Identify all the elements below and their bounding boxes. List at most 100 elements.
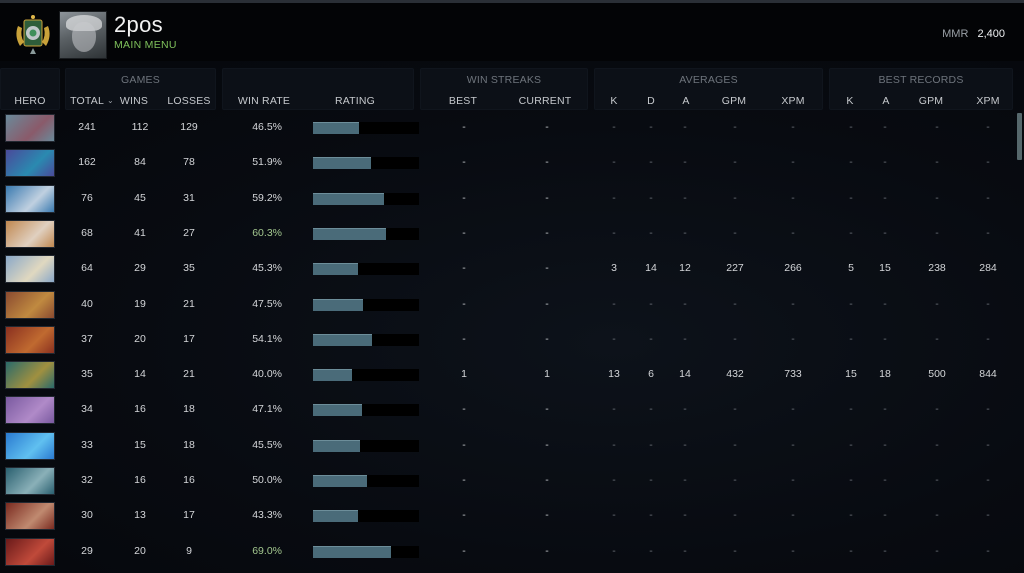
player-name: 2pos: [114, 12, 163, 37]
cell-avg-deaths: 14: [645, 262, 657, 275]
cell-losses: 21: [183, 368, 195, 381]
table-row[interactable]: 37 20 17 - - - - - - - - - - - 54.1%: [0, 324, 1015, 356]
cell-best-assists: -: [883, 121, 887, 133]
rating-bar-fill: [313, 227, 387, 240]
cell-best-assists: -: [883, 332, 887, 345]
col-rating[interactable]: RATING: [334, 95, 376, 107]
rating-bar: [313, 510, 419, 523]
hero-portrait-bane[interactable]: [5, 396, 55, 425]
hero-portrait-riki[interactable]: [5, 149, 55, 178]
win-streaks-group-title: WIN STREAKS: [466, 74, 542, 86]
cell-wins: 112: [131, 121, 149, 133]
hero-header-group: [0, 68, 60, 110]
table-row[interactable]: 30 13 17 - - - - - - - - - - - 43.3%: [0, 500, 1015, 532]
rating-bar: [313, 227, 419, 240]
rating-bar-fill: [313, 404, 362, 417]
cell-avg-kills: -: [612, 297, 616, 310]
cell-best-xpm: -: [986, 297, 990, 310]
table-row[interactable]: 33 15 18 - - - - - - - - - - - 45.5%: [0, 430, 1015, 462]
cell-best-assists: -: [883, 403, 887, 416]
cell-avg-deaths: -: [649, 191, 653, 204]
cell-win-rate: 51.9%: [252, 156, 282, 169]
cell-win-rate: 54.1%: [252, 332, 282, 345]
table-row[interactable]: 35 14 21 1 1 13 6 14 432 733 15 18 500 844 40.0%: [0, 359, 1015, 391]
hero-portrait-omniknight[interactable]: [5, 219, 55, 248]
player-avatar[interactable]: [59, 11, 107, 59]
col-best-xpm[interactable]: XPM: [976, 95, 1000, 107]
col-best-kills[interactable]: K: [846, 95, 854, 107]
cell-avg-xpm: -: [791, 509, 795, 522]
cell-avg-deaths: -: [649, 121, 653, 133]
cell-total: 34: [81, 403, 93, 416]
table-row[interactable]: 76 45 31 - - - - - - - - - - - 59.2%: [0, 183, 1015, 215]
rating-bar-fill: [313, 369, 353, 382]
cell-losses: 21: [183, 297, 195, 310]
hero-portrait-sniper[interactable]: [5, 114, 55, 142]
col-best-gpm[interactable]: GPM: [918, 95, 944, 107]
cell-avg-kills: -: [612, 121, 616, 133]
col-best-assists[interactable]: A: [882, 95, 890, 107]
cell-best-gpm: -: [935, 191, 939, 204]
cell-best-streak: 1: [461, 368, 467, 381]
cell-best-streak: -: [462, 121, 466, 133]
cell-best-assists: -: [883, 156, 887, 169]
col-total[interactable]: TOTAL ⌄: [70, 95, 114, 107]
col-avg-gpm[interactable]: GPM: [721, 95, 747, 107]
col-win-rate[interactable]: WIN RATE: [237, 95, 291, 107]
table-row[interactable]: 162 84 78 - - - - - - - - - - - 51.9%: [0, 147, 1015, 179]
col-best-streak[interactable]: BEST: [448, 95, 478, 107]
col-avg-kills[interactable]: K: [610, 95, 618, 107]
table-row[interactable]: 241 112 129 - - - - - - - - - - - 46.5%: [0, 112, 1015, 144]
hero-portrait-dragon-knight[interactable]: [5, 361, 55, 390]
mmr-display: MMR 2,400: [942, 28, 1005, 40]
scrollbar-thumb[interactable]: [1017, 113, 1022, 160]
cell-avg-assists: -: [683, 191, 687, 204]
col-avg-deaths[interactable]: D: [647, 95, 655, 107]
rating-bar-fill: [313, 122, 359, 134]
col-losses[interactable]: LOSSES: [167, 95, 211, 107]
cell-wins: 14: [134, 368, 146, 381]
rating-bar-fill: [313, 263, 358, 276]
rank-medal-icon[interactable]: [12, 12, 54, 56]
col-wins[interactable]: WINS: [119, 95, 149, 107]
hero-portrait-spirit-breaker[interactable]: [5, 467, 55, 495]
col-avg-xpm[interactable]: XPM: [781, 95, 805, 107]
table-row[interactable]: 34 16 18 - - - - - - - - - - - 47.1%: [0, 394, 1015, 426]
table-row[interactable]: 40 19 21 - - - - - - - - - - - 47.5%: [0, 289, 1015, 321]
table-row[interactable]: 68 41 27 - - - - - - - - - - - 60.3%: [0, 218, 1015, 250]
cell-avg-xpm: 733: [784, 368, 802, 381]
cell-best-kills: 5: [848, 262, 854, 275]
cell-best-gpm: -: [935, 474, 939, 486]
hero-portrait-crystal-maiden[interactable]: [5, 255, 55, 284]
col-hero[interactable]: HERO: [14, 95, 46, 107]
cell-total: 64: [81, 262, 93, 275]
rating-bar: [313, 404, 419, 417]
cell-best-streak: -: [462, 297, 466, 310]
table-row[interactable]: 29 20 9 - - - - - - - - - - - 69.0%: [0, 536, 1015, 568]
cell-current-streak: -: [545, 474, 549, 486]
hero-portrait-warlock-hooded[interactable]: [5, 537, 55, 566]
hero-portrait-bloodseeker[interactable]: [5, 325, 55, 354]
cell-avg-gpm: -: [733, 438, 737, 451]
cell-best-xpm: -: [986, 191, 990, 204]
hero-portrait-zeus[interactable]: [5, 184, 55, 213]
cell-best-kills: -: [849, 403, 853, 416]
col-avg-assists[interactable]: A: [682, 95, 690, 107]
main-menu-link[interactable]: MAIN MENU: [114, 39, 177, 51]
table-row[interactable]: 32 16 16 - - - - - - - - - - - 50.0%: [0, 465, 1015, 497]
cell-total: 241: [78, 121, 96, 133]
cell-avg-deaths: 6: [648, 368, 654, 381]
table-row[interactable]: 64 29 35 - - 3 14 12 227 266 5 15 238 284 45.3%: [0, 253, 1015, 285]
cell-total: 30: [81, 509, 93, 522]
cell-best-streak: -: [462, 191, 466, 204]
cell-win-rate: 69.0%: [252, 544, 282, 557]
cell-avg-gpm: -: [733, 226, 737, 239]
cell-win-rate: 46.5%: [252, 121, 282, 133]
hero-portrait-storm-spirit[interactable]: [5, 431, 55, 460]
hero-portrait-bloodseeker-2[interactable]: [5, 502, 55, 531]
cell-current-streak: -: [545, 226, 549, 239]
hero-portrait-shadow-fiend-red[interactable]: [5, 290, 55, 319]
col-current-streak[interactable]: CURRENT: [518, 95, 572, 107]
cell-avg-xpm: -: [791, 474, 795, 486]
cell-avg-kills: -: [612, 474, 616, 486]
